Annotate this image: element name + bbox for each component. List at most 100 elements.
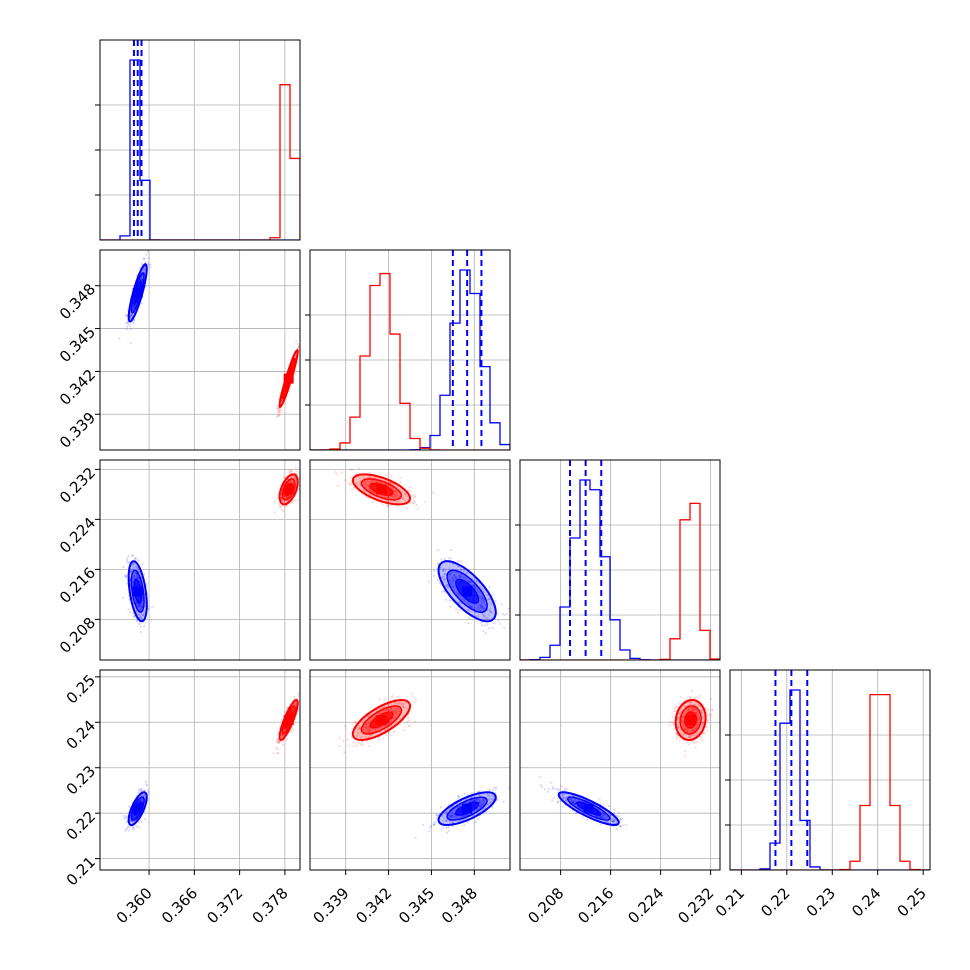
- scatter-point: [479, 600, 482, 603]
- scatter-point: [575, 811, 578, 815]
- scatter-point: [393, 495, 396, 498]
- scatter-point: [413, 720, 416, 723]
- scatter-point: [357, 466, 361, 470]
- scatter-point: [364, 736, 368, 739]
- scatter-point: [414, 495, 417, 498]
- scatter-point: [564, 798, 567, 801]
- scatter-point: [139, 625, 142, 628]
- scatter-point: [283, 729, 286, 732]
- scatter-point: [140, 278, 143, 281]
- scatter-point: [294, 703, 297, 706]
- scatter-point: [133, 614, 136, 618]
- scatter-point: [444, 598, 447, 601]
- scatter-point: [451, 817, 454, 820]
- scatter-point: [375, 480, 378, 483]
- scatter-point: [457, 795, 460, 798]
- scatter-point: [413, 500, 417, 504]
- scatter-point: [447, 556, 450, 560]
- scatter-point: [140, 789, 143, 792]
- scatter-point: [133, 571, 136, 574]
- scatter-point: [394, 490, 397, 493]
- scatter-point: [359, 736, 362, 740]
- scatter-point: [277, 741, 280, 744]
- scatter-point: [563, 788, 566, 791]
- scatter-point: [378, 494, 381, 497]
- scatter-point: [294, 466, 297, 469]
- scatter-point: [389, 706, 393, 710]
- scatter-point: [394, 500, 397, 504]
- scatter-point: [469, 799, 472, 802]
- scatter-point: [280, 408, 283, 411]
- scatter-point: [483, 591, 486, 594]
- scatter-point: [133, 305, 136, 308]
- scatter-point: [486, 623, 489, 626]
- scatter-point: [285, 496, 288, 499]
- scatter-point: [358, 734, 361, 737]
- scatter-point: [479, 790, 482, 793]
- scatter-point: [470, 791, 474, 794]
- scatter-point: [365, 724, 368, 727]
- scatter-point: [497, 619, 500, 623]
- scatter-point: [144, 605, 147, 608]
- mode-marker-series-1: [283, 484, 294, 495]
- scatter-point: [293, 476, 296, 479]
- scatter-point: [445, 585, 449, 589]
- scatter-point: [540, 785, 544, 788]
- scatter-point: [393, 495, 397, 498]
- scatter-point: [290, 470, 293, 473]
- scatter-point: [145, 582, 148, 585]
- scatter-point: [416, 507, 419, 510]
- scatter-point: [396, 496, 399, 499]
- scatter-point: [133, 306, 136, 310]
- scatter-point: [462, 576, 465, 579]
- scatter-point: [458, 600, 461, 603]
- scatter-point: [477, 797, 480, 801]
- scatter-point: [388, 495, 391, 498]
- scatter-point: [123, 815, 126, 818]
- scatter-point: [291, 726, 294, 730]
- scatter-point: [126, 561, 129, 564]
- y-tick-label: 0.23: [63, 762, 99, 798]
- scatter-point: [143, 624, 146, 628]
- scatter-point: [489, 601, 492, 604]
- scatter-point: [136, 604, 139, 608]
- scatter-point: [619, 825, 622, 828]
- scatter-point: [410, 693, 414, 696]
- scatter-point: [474, 820, 477, 824]
- y-tick-label: 0.25: [63, 671, 99, 707]
- scatter-point: [377, 738, 380, 741]
- scatter-point: [573, 799, 576, 802]
- scatter-point: [276, 406, 280, 410]
- scatter-point: [479, 596, 482, 599]
- scatter-point: [133, 306, 136, 310]
- scatter-point: [282, 500, 285, 504]
- scatter-point: [275, 740, 278, 743]
- scatter-point: [476, 588, 479, 591]
- scatter-point: [586, 818, 589, 822]
- scatter-point: [374, 729, 377, 732]
- scatter-point: [301, 339, 303, 341]
- scatter-point: [139, 615, 142, 619]
- scatter-point: [493, 622, 496, 625]
- scatter-point: [386, 495, 390, 498]
- scatter-point: [278, 740, 281, 744]
- scatter-point: [471, 604, 474, 608]
- mode-marker-series-1: [283, 715, 294, 725]
- scatter-point: [359, 743, 363, 746]
- scatter-point: [605, 815, 609, 818]
- x-tick-label: 0.366: [158, 884, 201, 927]
- scatter-point: [144, 261, 147, 264]
- scatter-point: [135, 557, 138, 560]
- scatter-point: [132, 575, 135, 578]
- scatter-point: [348, 744, 351, 747]
- scatter-point: [395, 710, 398, 714]
- scatter-point: [124, 817, 127, 820]
- scatter-point: [389, 486, 392, 489]
- scatter-point: [128, 323, 131, 326]
- scatter-point: [135, 575, 138, 579]
- scatter-point: [445, 831, 449, 834]
- scatter-point: [278, 414, 281, 417]
- scatter-point: [291, 709, 295, 712]
- scatter-point: [488, 788, 491, 791]
- scatter-point: [402, 706, 405, 709]
